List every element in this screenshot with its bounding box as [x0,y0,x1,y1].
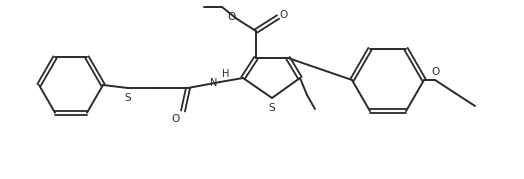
Text: O: O [228,12,236,22]
Text: H: H [222,69,230,79]
Text: O: O [279,10,287,20]
Text: O: O [431,67,439,77]
Text: O: O [171,114,179,124]
Text: S: S [269,103,275,113]
Text: S: S [125,93,132,103]
Text: N: N [210,78,217,88]
